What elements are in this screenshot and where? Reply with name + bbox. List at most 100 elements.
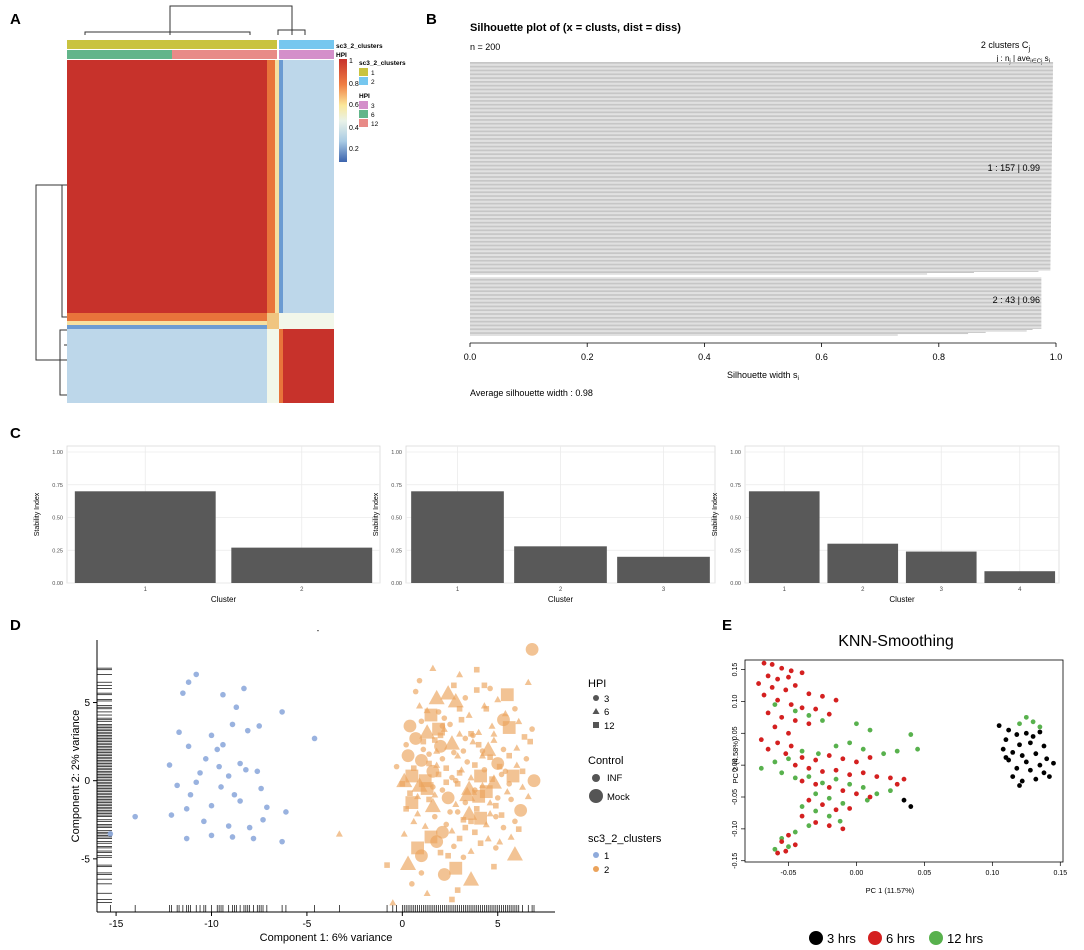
knn-point-3-hrs [1014, 732, 1020, 737]
silhouette-bar [470, 314, 1042, 316]
knn-point-6-hrs [779, 839, 785, 845]
knn-point-6-hrs [799, 813, 805, 819]
pca-point [512, 818, 518, 825]
pca-point [176, 729, 182, 736]
knn-point-6-hrs [847, 772, 853, 778]
knn-xtick-label: 0.10 [986, 870, 1000, 877]
knn-point-12-hrs [815, 751, 821, 757]
heatmap-colorbar [339, 59, 347, 162]
pca-point [500, 824, 507, 831]
silhouette-bar [470, 261, 1051, 263]
knn-point-12-hrs [820, 718, 825, 723]
pca-point [524, 792, 532, 800]
pca-point [180, 690, 186, 696]
pca-point [225, 823, 232, 829]
pca-point [426, 796, 432, 803]
silhouette-bar [470, 125, 1053, 127]
pca-point [407, 790, 413, 796]
knn-point-6-hrs [769, 685, 775, 690]
stability-xtick-label: 2 [559, 587, 563, 593]
pca-point [311, 735, 318, 742]
pca-point [513, 744, 521, 751]
silhouette-bar [470, 289, 1042, 291]
knn-plot-area [744, 659, 1064, 863]
silhouette-bar [470, 323, 1042, 325]
knn-point-3-hrs [1027, 767, 1033, 773]
knn-point-6-hrs [867, 755, 873, 760]
knn-xtick-label: 0.00 [850, 870, 864, 877]
stability-plot-1: 0.00 0.25 0.50 0.75 1.00 1 2 Cluster Stability I… [34, 445, 381, 604]
pca-point [451, 749, 457, 756]
pca-point [496, 763, 503, 770]
pca-point [410, 765, 417, 771]
silhouette-bar [470, 174, 1052, 176]
knn-point-6-hrs [888, 775, 893, 781]
silhouette-bar [470, 151, 1052, 153]
knn-point-3-hrs [1037, 762, 1043, 768]
silhouette-bar [470, 190, 1052, 192]
silhouette-bar [470, 108, 1053, 109]
knn-point-12-hrs [840, 800, 846, 806]
pca-point [452, 800, 460, 807]
knn-point-6-hrs [806, 765, 812, 771]
pca-point [506, 781, 512, 787]
silhouette-bar [470, 333, 969, 335]
pca-point [254, 768, 261, 775]
pca-point [428, 689, 445, 705]
stability-ytick-label: 0.00 [391, 581, 402, 587]
pca-ytick-label: 0 [84, 776, 90, 787]
pca-point [475, 741, 482, 748]
silhouette-bar [470, 265, 1051, 267]
pca-point [452, 777, 459, 784]
heatmap-block-edge3 [279, 60, 283, 313]
knn-ytick-label: 0.10 [732, 695, 739, 709]
pca-point [451, 843, 457, 850]
knn-point-12-hrs [854, 721, 859, 727]
silhouette-bar [470, 121, 1053, 123]
pca-point [419, 724, 436, 739]
pca-point [447, 692, 464, 708]
silhouette-bar [470, 283, 1042, 284]
pca-point [493, 845, 499, 851]
knn-point-6-hrs [840, 756, 846, 762]
knn-point-12-hrs [772, 846, 778, 852]
pca-point [519, 768, 526, 775]
knn-point-6-hrs [833, 767, 839, 773]
silhouette-bar [470, 80, 1053, 82]
stability-ytick-label: 0.75 [391, 483, 402, 489]
knn-point-3-hrs [1000, 746, 1006, 752]
heatmap-block-1-1 [67, 60, 267, 313]
pca-point [512, 705, 518, 712]
silhouette-bar [470, 72, 1053, 74]
heatmap-block-edge [267, 60, 275, 313]
silhouette-tick-label: 0.6 [815, 352, 828, 362]
pca-point [498, 771, 505, 778]
knn-ylabel: PC 2 (4.58%) [731, 738, 740, 784]
silhouette-cluster-2-label: 2 : 43 | 0.96 [993, 295, 1040, 305]
silhouette-bar [470, 67, 1053, 69]
pca-legend-hpi-3-marker [593, 695, 599, 701]
knn-point-12-hrs [806, 823, 812, 829]
knn-point-12-hrs [1030, 719, 1036, 725]
silhouette-bar [470, 98, 1053, 100]
sc3-track-cluster1 [67, 40, 277, 49]
silhouette-bar [470, 185, 1052, 187]
knn-point-12-hrs [758, 765, 764, 771]
panel-label-d: D [10, 617, 21, 634]
pca-ytick-label: -5 [81, 854, 90, 865]
pca-point [279, 709, 285, 715]
pca-point [490, 736, 498, 743]
pca-point [244, 727, 251, 734]
pca-point [462, 824, 469, 831]
silhouette-bar [470, 194, 1052, 196]
silhouette-bar [470, 238, 1051, 240]
pca-point [454, 781, 461, 787]
stability-bar [231, 547, 373, 583]
heatmap-col-edge2 [279, 329, 283, 403]
pca-point [472, 829, 478, 836]
silhouette-bar [470, 322, 1042, 324]
pca-point [439, 723, 446, 729]
pca-point [431, 737, 438, 743]
pca-point [436, 825, 449, 839]
hpi-track-3 [279, 50, 334, 59]
